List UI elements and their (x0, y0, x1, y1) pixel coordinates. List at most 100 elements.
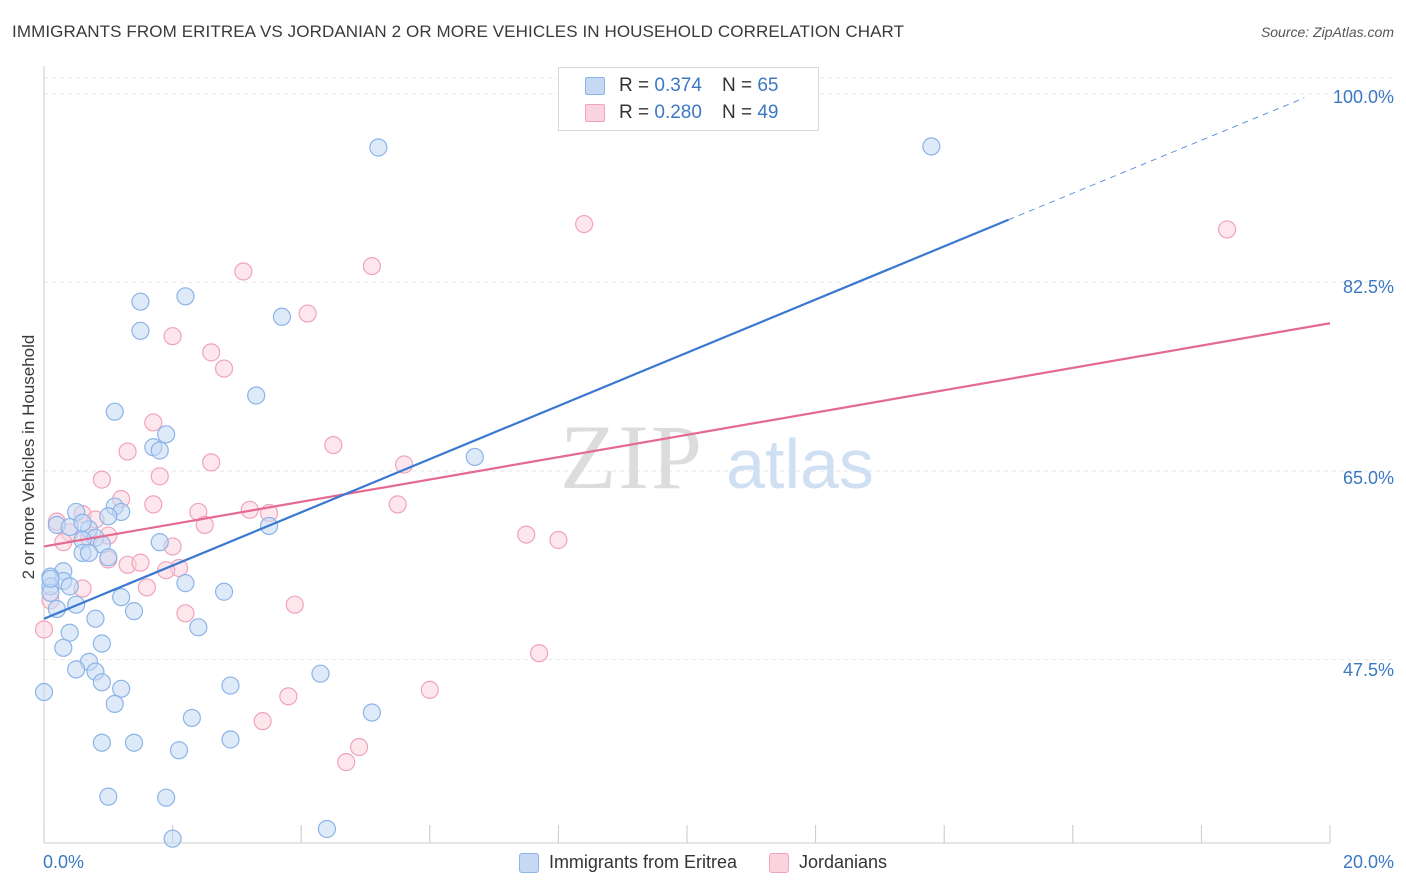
eritrea-point (41, 569, 60, 588)
eritrea-point (922, 137, 941, 156)
jordanians-point (362, 256, 382, 276)
eritrea-point (317, 819, 337, 839)
eritrea-point (176, 287, 195, 306)
eritrea-point (465, 447, 484, 467)
jordanians-point (575, 214, 594, 234)
eritrea-point (157, 788, 176, 807)
jordanians-point (549, 530, 568, 550)
eritrea-point (60, 623, 79, 642)
eritrea-point (182, 708, 201, 728)
eritrea-point (67, 660, 86, 679)
jordanians-point (324, 435, 343, 455)
eritrea-point (86, 609, 105, 628)
eritrea-point (189, 618, 208, 637)
correlation-stats-box: R = 0.374 N = 65 R = 0.280 N = 49 (558, 67, 819, 131)
jordanians-trend-line (43, 322, 1331, 548)
jordanians-point (530, 644, 549, 663)
jordanians-point (349, 737, 369, 757)
trend-lines (43, 97, 1331, 620)
jordanians-legend-swatch (768, 852, 789, 873)
stats-row-jordanians: R = 0.280 N = 49 (585, 101, 778, 125)
eritrea-point (311, 664, 330, 683)
source-credit: Source: ZipAtlas.com (1260, 24, 1394, 40)
gridlines (44, 77, 1395, 661)
n-value: 49 (757, 102, 779, 123)
jordanians-point (388, 495, 407, 514)
stats-row-eritrea: R = 0.374 N = 65 (585, 74, 778, 98)
jordanians-point (163, 327, 182, 346)
jordanians-point (150, 467, 169, 486)
eritrea-point (150, 441, 169, 460)
eritrea-point (92, 733, 111, 752)
y-tick-label-82-5: 82.5% (1342, 277, 1394, 297)
jordanians-point (214, 359, 234, 378)
eritrea-trend-line (43, 218, 1009, 620)
eritrea-swatch (585, 77, 605, 95)
jordanians-point (176, 604, 195, 623)
legend-item-jordanians[interactable]: Jordanians (768, 852, 888, 873)
legend-label: Jordanians (798, 852, 888, 872)
jordanians-points (34, 214, 1237, 772)
eritrea-point (131, 292, 150, 311)
eritrea-point (150, 533, 169, 552)
eritrea-point (176, 574, 195, 593)
eritrea-point (214, 582, 234, 601)
jordanians-point (144, 413, 163, 432)
jordanians-point (234, 262, 253, 281)
jordanians-point (34, 620, 54, 639)
eritrea-point (369, 138, 388, 157)
eritrea-point (124, 602, 144, 621)
jordanians-point (195, 515, 214, 534)
y-tick-label-65: 65.0% (1342, 468, 1394, 488)
eritrea-point (73, 513, 92, 532)
eritrea-point (60, 577, 79, 596)
y-axis-label: 2 or more Vehicles in Household (19, 334, 38, 580)
jordanians-point (137, 578, 156, 597)
eritrea-point (221, 730, 240, 749)
jordanians-point (202, 453, 221, 472)
eritrea-point (272, 307, 292, 326)
eritrea-point (99, 787, 118, 806)
jordanians-point (517, 525, 536, 544)
r-value: 0.280 (654, 102, 702, 123)
eritrea-point (247, 386, 266, 405)
eritrea-point (221, 676, 240, 695)
eritrea-point (157, 425, 176, 444)
eritrea-point (169, 741, 189, 760)
eritrea-point (34, 682, 54, 702)
y-tick-label-100: 100.0% (1332, 87, 1394, 107)
n-label: N = (721, 102, 753, 123)
n-value: 65 (757, 75, 779, 96)
eritrea-point (54, 638, 73, 657)
n-label: N = (721, 75, 753, 96)
jordanians-point (298, 304, 317, 323)
eritrea-point (362, 703, 382, 722)
jordanians-point (144, 495, 163, 514)
eritrea-point (131, 321, 150, 340)
eritrea-point (112, 588, 131, 607)
eritrea-point (163, 829, 182, 848)
eritrea-points (34, 137, 941, 848)
eritrea-point (105, 402, 124, 421)
eritrea-point (92, 634, 111, 653)
legend: Immigrants from Eritrea Jordanians (0, 852, 1406, 873)
r-value: 0.374 (654, 75, 702, 96)
eritrea-point (99, 548, 118, 567)
legend-label: Immigrants from Eritrea (548, 852, 737, 872)
eritrea-trend-extension (1008, 97, 1305, 221)
chart-title: IMMIGRANTS FROM ERITREA VS JORDANIAN 2 O… (12, 22, 905, 41)
watermark-zip: ZIP (560, 406, 704, 508)
eritrea-point (124, 733, 144, 752)
jordanians-swatch (585, 104, 605, 122)
eritrea-point (112, 679, 131, 698)
eritrea-point (92, 673, 111, 692)
legend-item-eritrea[interactable]: Immigrants from Eritrea (518, 852, 737, 873)
x-tick-label-min: 0.0% (43, 852, 85, 872)
watermark-atlas: atlas (726, 425, 874, 503)
eritrea-legend-swatch (518, 852, 539, 873)
jordanians-point (1218, 220, 1237, 239)
axes (43, 66, 1331, 844)
jordanians-point (202, 343, 221, 362)
jordanians-point (337, 753, 356, 772)
